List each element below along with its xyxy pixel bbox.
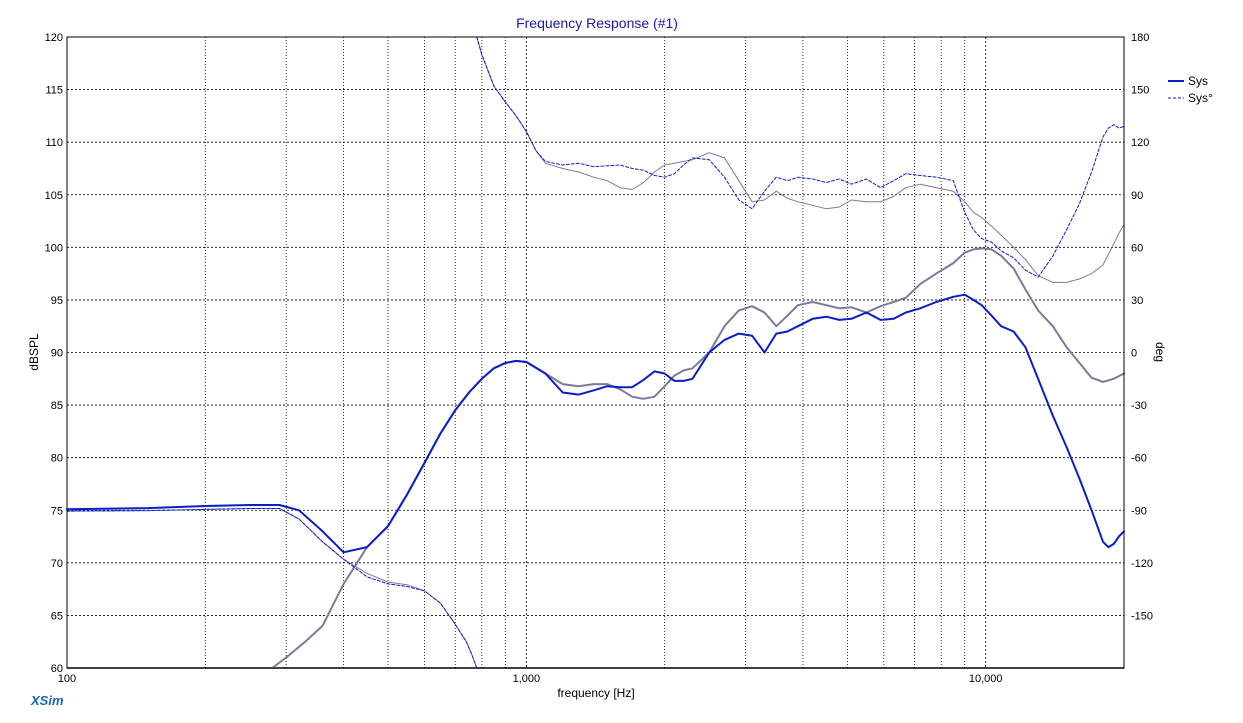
x-tick-label: 100 (58, 673, 76, 685)
y2-tick-label: -120 (1131, 558, 1153, 570)
y2-tick-label: 180 (1131, 32, 1149, 44)
series-phase (66, 36, 1125, 669)
y-tick-label: 105 (45, 190, 63, 202)
y2-tick-label: -30 (1131, 400, 1147, 412)
y-axis-label: dBSPL (27, 333, 41, 371)
y2-tick-label: 90 (1131, 190, 1143, 202)
y2-tick-label: 0 (1131, 348, 1137, 360)
chart-title: Frequency Response (#1) (516, 15, 678, 31)
y2-axis-label: deg (1153, 342, 1167, 362)
series-line (476, 36, 1125, 283)
y-tick-label: 70 (51, 558, 63, 570)
y-tick-label: 85 (51, 400, 63, 412)
x-axis-label: frequency [Hz] (557, 686, 634, 700)
xsim-logo: XSim (30, 693, 64, 708)
tick-labels: 60 65 70 75 80 85 90 95 100 105 110 115 120 180 150 120… (45, 32, 1153, 685)
x-tick-label: 1,000 (513, 673, 541, 685)
y-tick-label: 115 (45, 85, 63, 97)
y-tick-label: 95 (51, 295, 63, 307)
y2-tick-label: -150 (1131, 610, 1153, 622)
y2-tick-label: 60 (1131, 242, 1143, 254)
y2-tick-label: 120 (1131, 137, 1149, 149)
y-tick-label: 65 (51, 610, 63, 622)
y-tick-label: 60 (51, 663, 63, 675)
series-line (66, 508, 478, 669)
legend: Sys Sys° (1168, 74, 1213, 105)
y2-tick-label: -60 (1131, 453, 1147, 465)
y-tick-label: 90 (51, 348, 63, 360)
y-tick-label: 110 (45, 137, 63, 149)
series-line (476, 36, 1125, 278)
x-tick-label: 10,000 (969, 673, 1003, 685)
series-group (66, 36, 1125, 669)
y2-tick-label: 150 (1131, 85, 1149, 97)
y-tick-label: 75 (51, 505, 63, 517)
y-tick-label: 120 (45, 32, 63, 44)
y-tick-label: 100 (45, 242, 63, 254)
y2-tick-label: 30 (1131, 295, 1143, 307)
y2-tick-label: -90 (1131, 505, 1147, 517)
legend-label-sys-phase: Sys° (1188, 91, 1213, 105)
plot-area-frame (66, 36, 1125, 669)
series-line (66, 293, 1125, 554)
series-spl (66, 293, 1125, 554)
legend-label-sys: Sys (1188, 74, 1208, 88)
y-tick-label: 80 (51, 453, 63, 465)
